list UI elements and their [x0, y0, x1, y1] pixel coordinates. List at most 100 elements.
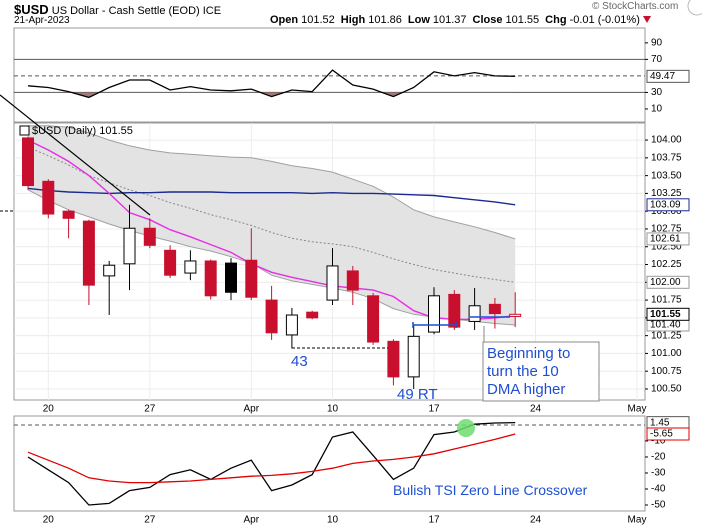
x-tick-label: 17 [428, 404, 440, 415]
quote-value: 101.86 [368, 14, 402, 26]
candle-body [204, 260, 217, 297]
x-tick-label: 10 [327, 404, 339, 415]
callout-text: Beginning to turn the 10 DMA higher [487, 345, 571, 398]
quote-label: High [340, 14, 366, 26]
x-tick-label: 20 [43, 515, 55, 526]
y-tick-label: -50 [651, 500, 666, 511]
last-value-label: 102.00 [650, 277, 681, 288]
x-tick-label: 10 [327, 515, 339, 526]
corner-icon [687, 0, 702, 16]
y-tick-label: 30 [651, 87, 663, 98]
candle-body [407, 335, 420, 378]
rsi-panel [13, 27, 646, 123]
last-value-label: 102.61 [650, 234, 681, 245]
crossover-highlight [457, 419, 475, 437]
x-tick-label: 24 [530, 404, 542, 415]
y-tick-label: -40 [651, 484, 666, 495]
date: 21-Apr-2023 [14, 15, 70, 26]
instrument-name: US Dollar - Cash Settle (EOD) ICE [51, 5, 222, 17]
quote-value: 101.37 [432, 14, 467, 26]
x-tick-label: 27 [144, 515, 156, 526]
y-tick-label: 102.25 [651, 259, 682, 270]
quote-value: 101.52 [301, 14, 335, 26]
y-tick-label: -20 [651, 452, 666, 463]
y-tick-label: 104.00 [651, 135, 682, 146]
title: $USD US Dollar - Cash Settle (EOD) ICE [14, 2, 221, 17]
quote-value: -0.01 (-0.01%) [569, 14, 640, 26]
candle-body [428, 295, 440, 333]
quote-value: 101.55 [505, 14, 540, 26]
candle-body [468, 305, 481, 322]
last-value-label: 101.55 [650, 309, 681, 320]
last-value-box [646, 198, 690, 212]
quote-label: Chg [545, 14, 567, 26]
x-tick-label: Apr [244, 404, 260, 415]
quote-label: Open [270, 14, 299, 26]
series-line [27, 433, 516, 484]
last-value-label: 49.47 [650, 71, 675, 82]
candle-body [448, 293, 461, 328]
x-tick-label: 24 [530, 515, 542, 526]
y-tick-label: 102.75 [651, 224, 682, 235]
candle-body [306, 311, 319, 319]
tsi-panel [13, 415, 646, 512]
last-value-box [646, 307, 690, 321]
y-tick-label: 103.25 [651, 188, 682, 199]
annotation: 49 RT [397, 386, 438, 403]
candle-body [326, 265, 339, 301]
candle-body [22, 137, 34, 187]
candle-body [367, 295, 380, 343]
candle-body [123, 227, 136, 265]
annotation: 43 [291, 353, 308, 370]
callout-box [482, 341, 600, 402]
candle-body [346, 270, 359, 291]
candle-body [387, 340, 400, 378]
trendline [0, 94, 151, 216]
y-tick-label: 10 [651, 104, 663, 115]
y-tick-label: 101.75 [651, 295, 682, 306]
legend: $USD (Daily) 101.55 [32, 125, 133, 137]
last-value-label: 101.40 [650, 320, 681, 331]
symbol: $USD [14, 2, 49, 17]
source: © StockCharts.com [592, 1, 679, 12]
candle-body [225, 262, 237, 293]
candle-body [82, 220, 95, 286]
candle-body [143, 227, 156, 246]
last-value-box [646, 69, 690, 83]
y-tick-label: 100.50 [651, 384, 682, 395]
plot-area: 90 70 30 10 49.47 20 27 Apr 10 17 24 May 104.00 103.7… [14, 38, 690, 526]
candle-body [488, 303, 501, 315]
x-tick-label: May [628, 515, 647, 526]
range-marker [412, 322, 457, 328]
annotation: Bulish TSI Zero Line Crossover [393, 482, 588, 498]
last-value-label: 103.09 [650, 199, 681, 210]
y-tick-label: 70 [651, 54, 663, 65]
y-tick-label: 90 [651, 38, 663, 49]
candle-body [62, 210, 75, 219]
quote: Open 101.52 High 101.86 Low 101.37 Close 101.55… [270, 14, 651, 26]
last-value-box [646, 275, 690, 289]
x-tick-label: 27 [144, 404, 156, 415]
last-value-box [646, 427, 690, 441]
y-tick-label: -30 [651, 468, 666, 479]
x-tick-label: Apr [244, 515, 260, 526]
candle-body [103, 264, 116, 277]
candle-body [184, 260, 197, 274]
candle-body [245, 259, 258, 298]
legend-icon [19, 125, 30, 136]
candle-body [265, 299, 278, 334]
band-upper [28, 125, 516, 240]
x-tick-label: May [628, 404, 647, 415]
y-tick-label: 101.25 [651, 330, 682, 341]
last-value-label: -5.65 [650, 429, 673, 440]
x-tick-label: 17 [428, 515, 440, 526]
series-line [27, 69, 516, 99]
bollinger-band [28, 125, 516, 325]
candle-body [164, 249, 177, 276]
y-tick-label: 103.50 [651, 170, 682, 181]
x-tick-label: 20 [43, 404, 55, 415]
quote-label: Low [407, 14, 430, 26]
candle-body [509, 313, 522, 317]
